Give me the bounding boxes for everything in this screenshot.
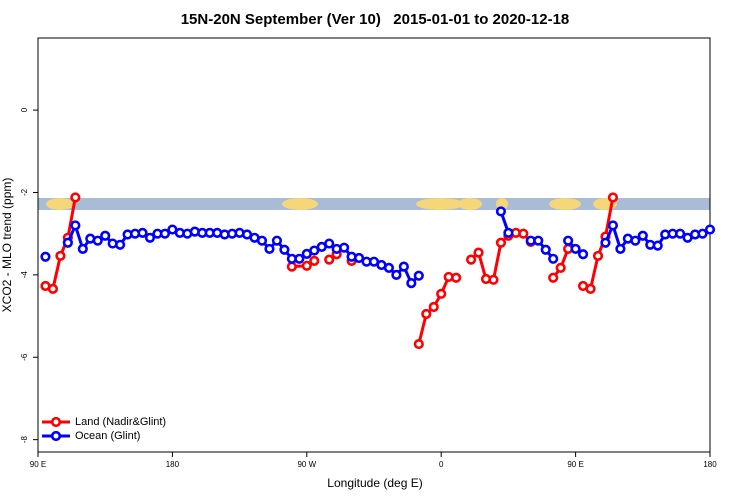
point xyxy=(637,230,648,241)
point xyxy=(436,288,447,299)
point xyxy=(47,283,59,294)
point xyxy=(548,272,559,283)
map-band xyxy=(38,198,710,210)
point xyxy=(585,283,596,294)
point xyxy=(391,269,402,280)
point xyxy=(421,308,432,320)
x-tick-label: 0 xyxy=(439,460,444,469)
x-tick-label: 90 E xyxy=(567,460,583,469)
point xyxy=(555,262,566,273)
point xyxy=(159,228,171,239)
point xyxy=(77,243,88,255)
x-tick-label: 180 xyxy=(703,460,717,469)
point xyxy=(652,240,663,251)
point xyxy=(324,238,335,249)
map-land xyxy=(416,198,464,210)
point xyxy=(577,249,589,260)
point xyxy=(548,253,559,264)
point xyxy=(413,270,424,281)
point xyxy=(309,245,320,256)
point xyxy=(55,250,66,262)
legend-label: Ocean (Glint) xyxy=(75,430,140,442)
point xyxy=(398,261,409,272)
chart-title: 15N-20N September (Ver 10) 2015-01-01 to… xyxy=(181,11,570,28)
x-tick-label: 90 E xyxy=(30,460,46,469)
y-tick-label: -6 xyxy=(20,353,29,361)
point xyxy=(40,251,51,262)
point xyxy=(533,235,544,246)
legend-marker xyxy=(50,430,62,442)
map-land xyxy=(458,198,482,210)
point xyxy=(100,230,111,241)
y-tick-label: -2 xyxy=(20,188,29,196)
point xyxy=(607,220,619,231)
point xyxy=(518,228,529,239)
point xyxy=(503,227,514,238)
point xyxy=(286,261,297,272)
point xyxy=(540,244,551,255)
map-ocean xyxy=(38,198,710,210)
point xyxy=(697,228,708,239)
point xyxy=(279,244,290,255)
point xyxy=(264,243,275,255)
point xyxy=(570,243,581,255)
point xyxy=(495,237,507,248)
map-land xyxy=(282,198,318,210)
point xyxy=(563,235,574,246)
map-land xyxy=(46,198,74,210)
point xyxy=(324,254,335,265)
y-axis-label: XCO2 - MLO trend (ppm) xyxy=(0,178,14,313)
point xyxy=(473,247,484,258)
point xyxy=(607,192,619,203)
point xyxy=(675,228,686,239)
point xyxy=(406,278,417,289)
point xyxy=(144,232,156,243)
point xyxy=(62,237,73,248)
point xyxy=(451,272,462,283)
point xyxy=(339,242,350,253)
point xyxy=(137,227,148,238)
legend-marker xyxy=(50,416,62,428)
x-tick-label: 180 xyxy=(166,460,180,469)
point xyxy=(115,239,126,250)
point xyxy=(383,262,395,273)
point xyxy=(309,255,320,266)
point xyxy=(92,235,103,246)
point xyxy=(428,301,439,313)
point xyxy=(256,235,268,246)
point xyxy=(704,224,716,235)
point xyxy=(70,220,81,231)
point xyxy=(271,235,283,246)
map-land xyxy=(549,198,581,210)
point xyxy=(413,338,424,350)
plot-frame xyxy=(37,37,711,453)
point xyxy=(600,237,611,248)
point xyxy=(465,254,477,265)
x-axis-label: Longitude (deg E) xyxy=(327,476,422,490)
point xyxy=(294,253,305,264)
point xyxy=(495,206,507,217)
y-tick-label: -8 xyxy=(20,436,29,444)
point xyxy=(488,274,499,285)
point xyxy=(353,252,365,264)
point xyxy=(592,250,604,262)
y-tick-label: -4 xyxy=(20,271,29,279)
point xyxy=(301,260,312,271)
legend-label: Land (Nadir&Glint) xyxy=(75,416,166,428)
point xyxy=(70,192,81,203)
y-tick-label: 0 xyxy=(20,107,29,112)
point xyxy=(630,235,641,246)
point xyxy=(615,243,626,255)
x-tick-label: 90 W xyxy=(297,460,316,469)
